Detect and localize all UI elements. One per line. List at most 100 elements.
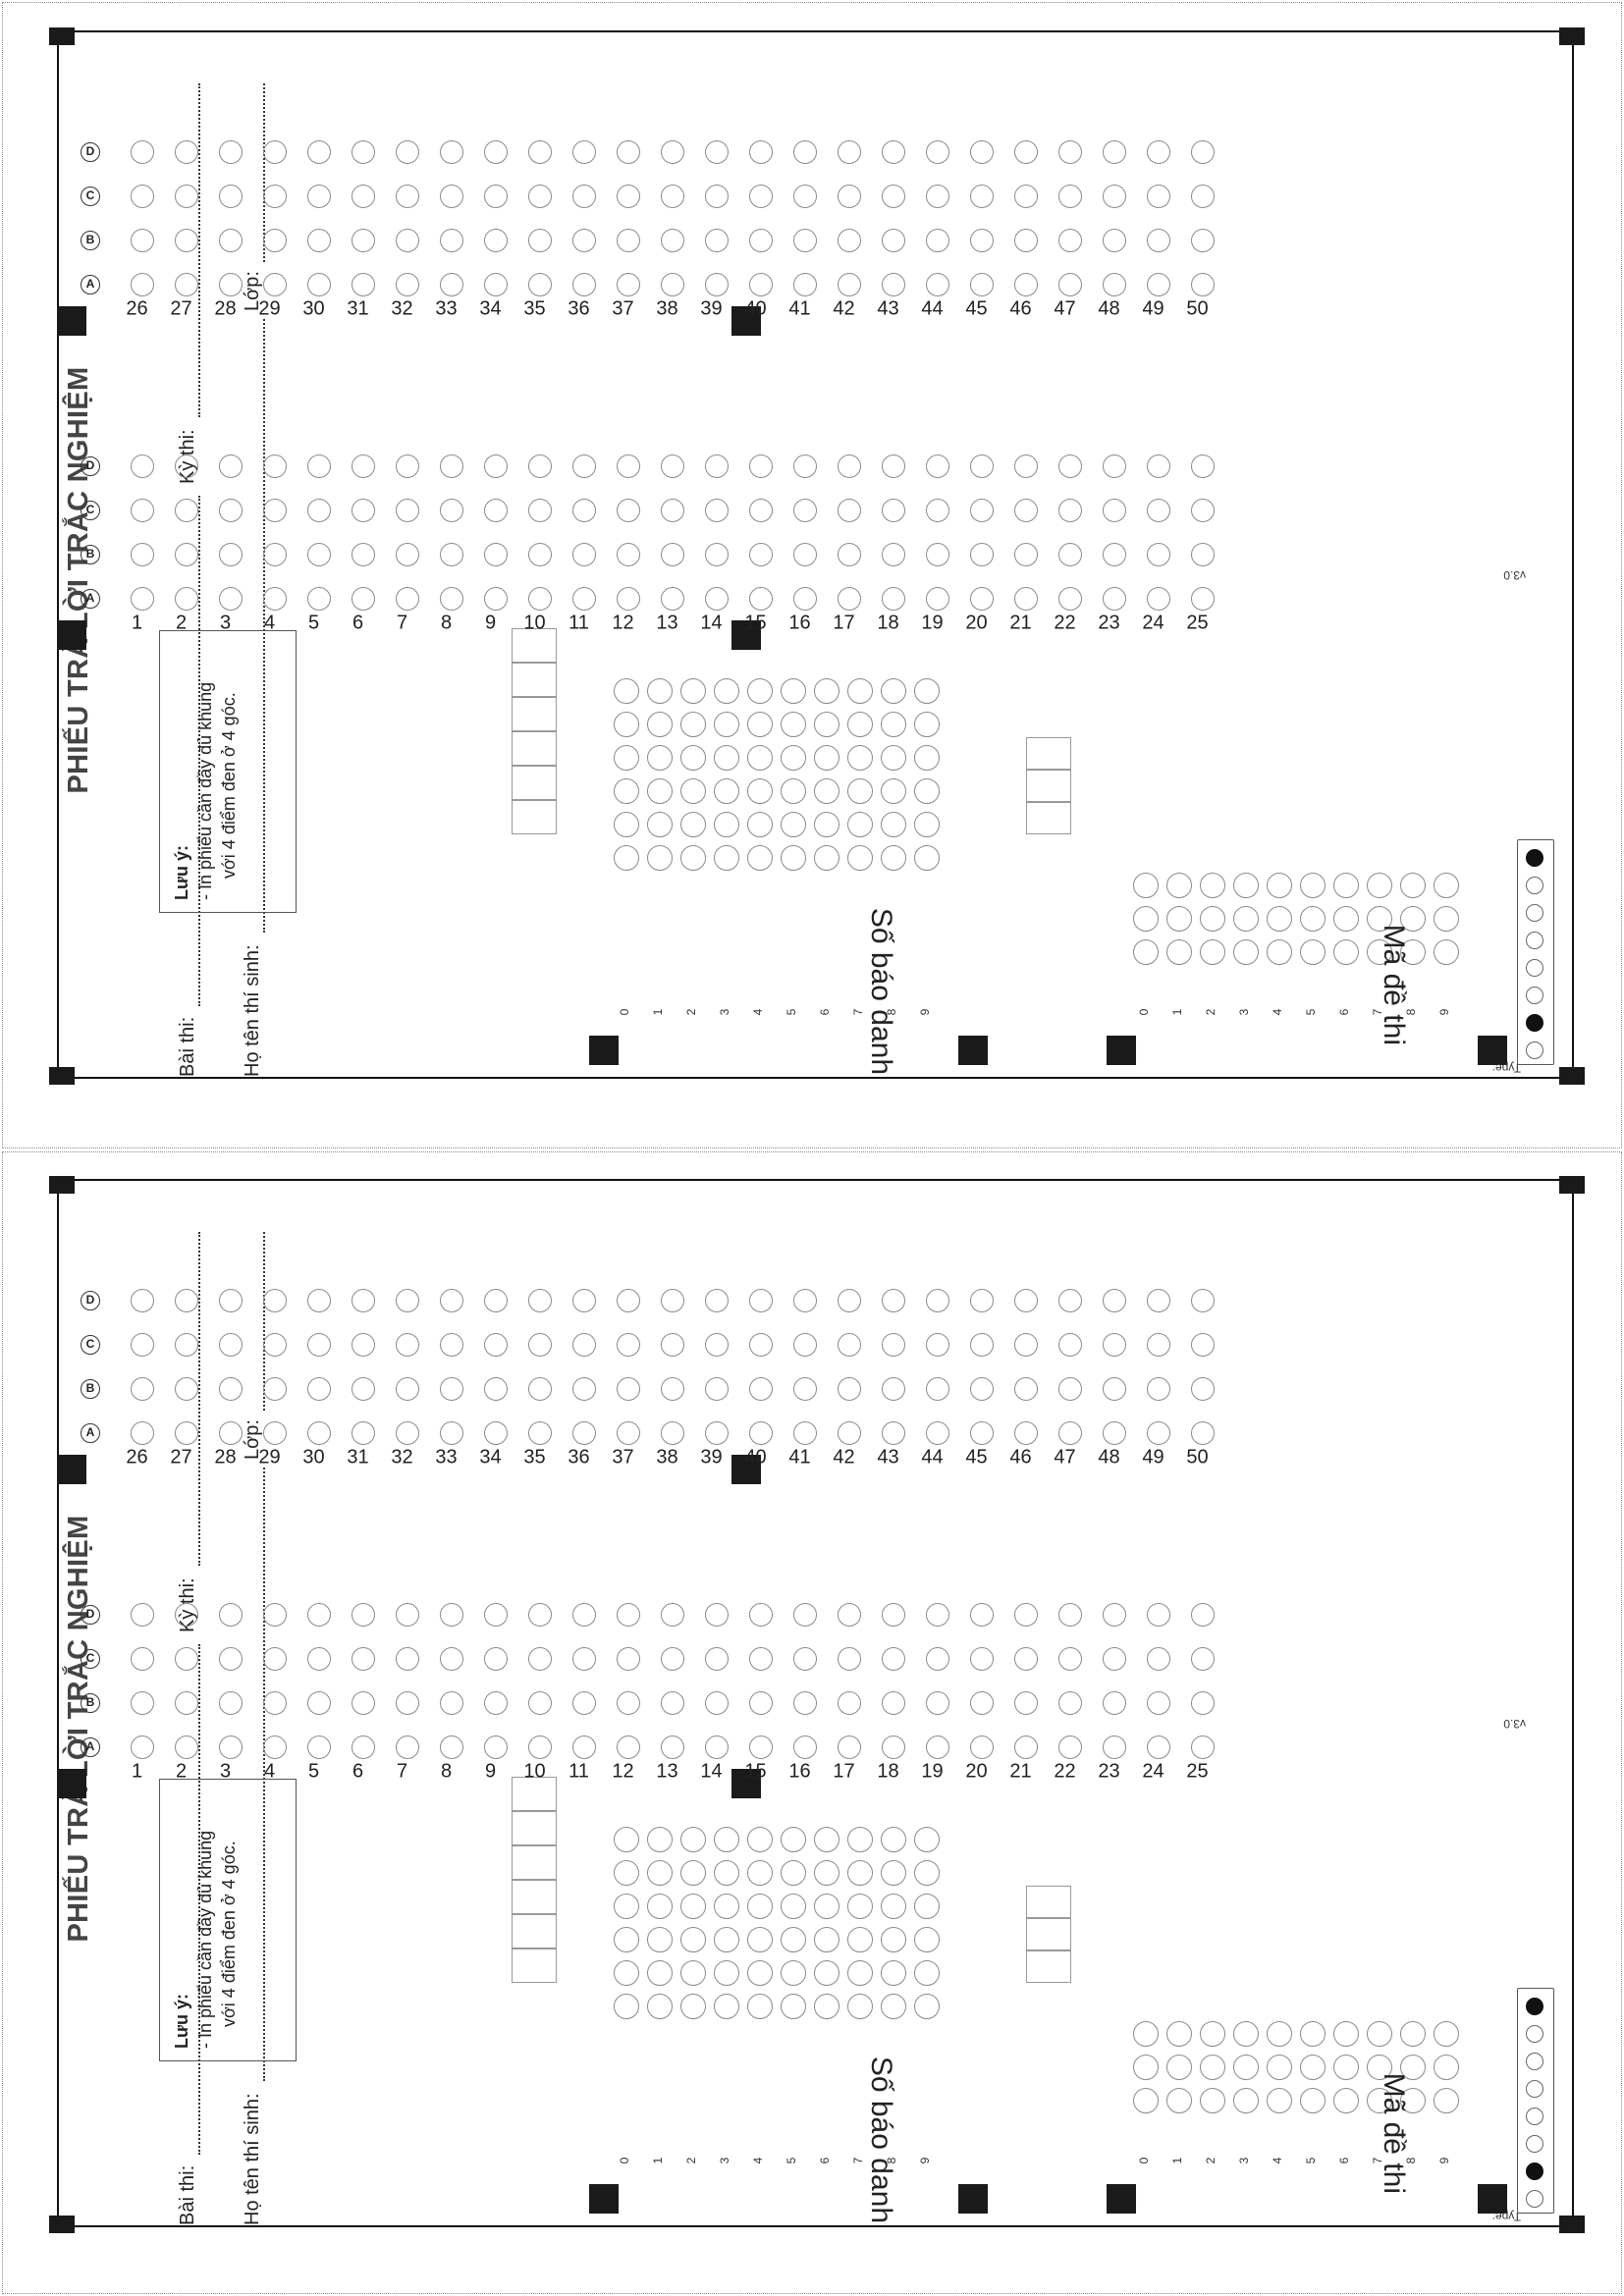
answer-bubble-c[interactable]	[440, 499, 463, 522]
answer-bubble-c[interactable]	[307, 1333, 331, 1357]
session-field[interactable]	[198, 83, 200, 417]
student-id-bubble[interactable]	[647, 812, 673, 837]
answer-bubble-a[interactable]	[661, 587, 684, 611]
answer-bubble-c[interactable]	[926, 499, 949, 522]
answer-bubble-c[interactable]	[1103, 1333, 1126, 1357]
student-id-bubble[interactable]	[680, 1894, 706, 1919]
answer-bubble-d[interactable]	[1103, 140, 1126, 164]
type-bubble[interactable]	[1526, 987, 1543, 1004]
answer-bubble-b[interactable]	[749, 1377, 773, 1401]
answer-bubble-b[interactable]	[263, 1377, 287, 1401]
test-code-bubble[interactable]	[1267, 2021, 1292, 2047]
answer-bubble-a[interactable]	[970, 273, 994, 296]
answer-bubble-c[interactable]	[396, 1333, 419, 1357]
answer-bubble-b[interactable]	[484, 1377, 508, 1401]
student-id-bubble[interactable]	[814, 1994, 839, 2019]
answer-bubble-d[interactable]	[749, 1603, 773, 1627]
answer-bubble-a[interactable]	[838, 1735, 861, 1759]
answer-bubble-b[interactable]	[793, 229, 817, 252]
answer-bubble-b[interactable]	[528, 1377, 552, 1401]
answer-bubble-b[interactable]	[131, 1377, 154, 1401]
answer-bubble-b[interactable]	[926, 543, 949, 566]
answer-bubble-b[interactable]	[131, 229, 154, 252]
student-id-bubble[interactable]	[914, 1960, 940, 1986]
answer-bubble-d[interactable]	[970, 1289, 994, 1312]
test-code-bubble[interactable]	[1133, 873, 1159, 898]
test-code-bubble[interactable]	[1267, 2055, 1292, 2080]
student-id-bubble[interactable]	[614, 678, 639, 704]
student-id-bubble[interactable]	[747, 845, 773, 871]
answer-bubble-d[interactable]	[572, 454, 596, 478]
answer-bubble-c[interactable]	[882, 499, 905, 522]
test-code-bubble[interactable]	[1267, 906, 1292, 932]
answer-bubble-c[interactable]	[572, 185, 596, 208]
answer-bubble-d[interactable]	[882, 1603, 905, 1627]
answer-bubble-c[interactable]	[617, 499, 640, 522]
test-code-box[interactable]	[1026, 802, 1071, 834]
answer-bubble-b[interactable]	[572, 1691, 596, 1715]
test-code-bubble[interactable]	[1166, 2021, 1192, 2047]
student-id-bubble[interactable]	[747, 678, 773, 704]
answer-bubble-b[interactable]	[219, 229, 243, 252]
test-code-bubble[interactable]	[1233, 2088, 1259, 2113]
answer-bubble-c[interactable]	[1058, 185, 1082, 208]
answer-bubble-c[interactable]	[661, 499, 684, 522]
answer-bubble-b[interactable]	[617, 229, 640, 252]
answer-bubble-d[interactable]	[749, 454, 773, 478]
answer-bubble-a[interactable]	[661, 273, 684, 296]
student-id-bubble[interactable]	[881, 778, 906, 804]
answer-bubble-c[interactable]	[131, 499, 154, 522]
answer-bubble-b[interactable]	[617, 1377, 640, 1401]
answer-bubble-a[interactable]	[307, 1421, 331, 1445]
answer-bubble-d[interactable]	[661, 1603, 684, 1627]
answer-bubble-c[interactable]	[1058, 1647, 1082, 1671]
answer-bubble-c[interactable]	[1014, 185, 1038, 208]
student-id-bubble[interactable]	[747, 812, 773, 837]
test-code-bubble[interactable]	[1233, 939, 1259, 965]
answer-bubble-a[interactable]	[175, 587, 198, 611]
answer-bubble-d[interactable]	[661, 140, 684, 164]
student-id-box[interactable]	[512, 663, 557, 697]
answer-bubble-a[interactable]	[970, 1735, 994, 1759]
answer-bubble-b[interactable]	[131, 1691, 154, 1715]
type-bubble-filled[interactable]	[1526, 1998, 1543, 2015]
student-id-box[interactable]	[512, 1949, 557, 1983]
student-id-bubble[interactable]	[647, 1927, 673, 1952]
answer-bubble-a[interactable]	[749, 1421, 773, 1445]
answer-bubble-c[interactable]	[926, 1333, 949, 1357]
answer-bubble-a[interactable]	[793, 587, 817, 611]
answer-bubble-d[interactable]	[882, 1289, 905, 1312]
test-code-bubble[interactable]	[1166, 939, 1192, 965]
answer-bubble-b[interactable]	[175, 229, 198, 252]
student-id-bubble[interactable]	[781, 678, 806, 704]
student-id-bubble[interactable]	[680, 1994, 706, 2019]
answer-bubble-d[interactable]	[970, 1603, 994, 1627]
test-code-bubble[interactable]	[1200, 906, 1225, 932]
student-id-bubble[interactable]	[680, 812, 706, 837]
answer-bubble-a[interactable]	[882, 273, 905, 296]
answer-bubble-a[interactable]	[219, 1421, 243, 1445]
answer-bubble-d[interactable]	[617, 140, 640, 164]
answer-bubble-a[interactable]	[528, 1735, 552, 1759]
answer-bubble-b[interactable]	[572, 543, 596, 566]
student-id-bubble[interactable]	[914, 1860, 940, 1886]
answer-bubble-a[interactable]	[219, 1735, 243, 1759]
answer-bubble-d[interactable]	[705, 454, 729, 478]
answer-bubble-b[interactable]	[1191, 543, 1215, 566]
student-id-bubble[interactable]	[847, 678, 873, 704]
answer-bubble-a[interactable]	[1014, 587, 1038, 611]
answer-bubble-c[interactable]	[749, 1647, 773, 1671]
answer-bubble-a[interactable]	[175, 1735, 198, 1759]
student-id-bubble[interactable]	[714, 1927, 739, 1952]
answer-bubble-d[interactable]	[882, 454, 905, 478]
answer-bubble-a[interactable]	[1014, 1735, 1038, 1759]
type-bubble[interactable]	[1526, 2190, 1543, 2208]
answer-bubble-b[interactable]	[970, 1377, 994, 1401]
test-code-bubble[interactable]	[1166, 2088, 1192, 2113]
student-id-bubble[interactable]	[647, 678, 673, 704]
answer-bubble-a[interactable]	[263, 273, 287, 296]
student-id-bubble[interactable]	[614, 1927, 639, 1952]
answer-bubble-b[interactable]	[617, 1691, 640, 1715]
student-id-bubble[interactable]	[647, 845, 673, 871]
type-bubble[interactable]	[1526, 904, 1543, 922]
